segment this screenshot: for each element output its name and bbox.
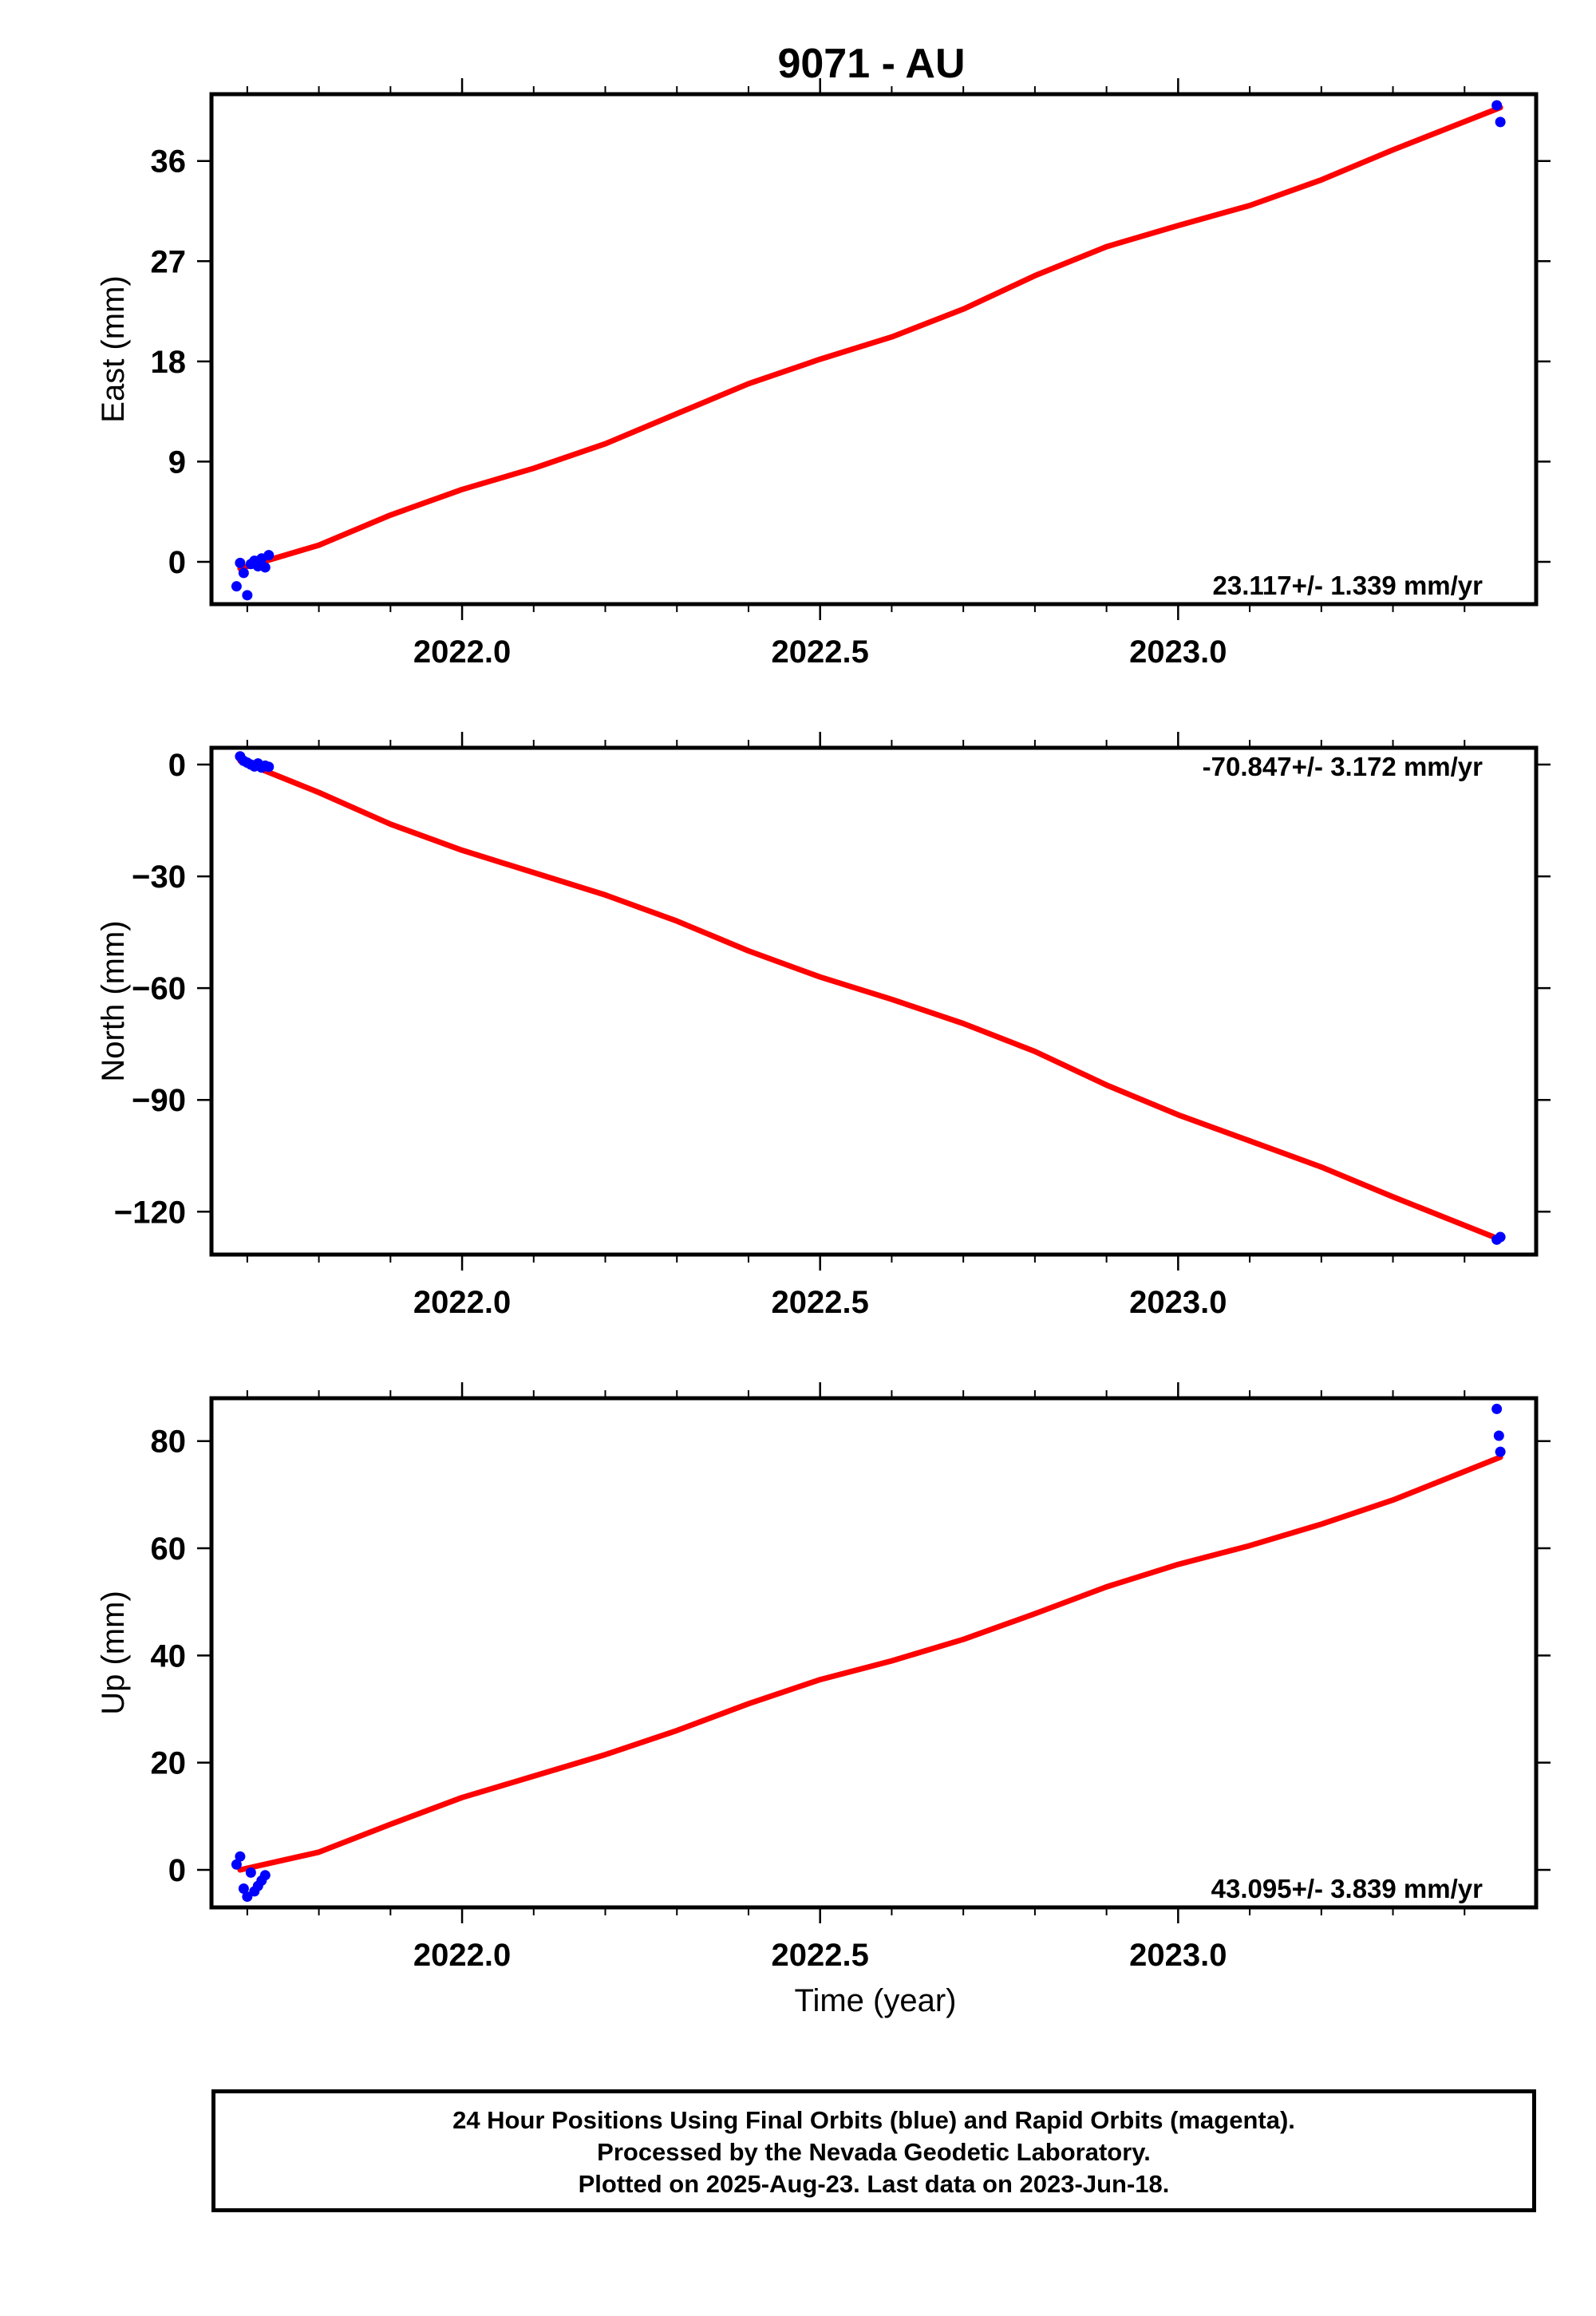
east-xtick-label: 2022.0 xyxy=(413,634,511,670)
north-xtick-label: 2022.0 xyxy=(413,1285,511,1320)
north-fit-line xyxy=(237,757,1503,1243)
up-xtick-label: 2023.0 xyxy=(1129,1938,1227,1973)
east-data-point xyxy=(259,562,271,573)
up-data-point xyxy=(238,1883,249,1894)
footer-line-1: 24 Hour Positions Using Final Orbits (bl… xyxy=(452,2106,1295,2134)
up-data-point xyxy=(1491,1403,1503,1414)
east-data-point xyxy=(263,550,275,561)
north-ylabel: North (mm) xyxy=(96,920,131,1081)
north-panel: 2022.0 2022.5 2023.0 0 −30 −60 −90 −120 North (m… xyxy=(96,732,1551,1320)
footer-line-3: Plotted on 2025-Aug-23. Last data on 202… xyxy=(578,2170,1170,2198)
east-data-point xyxy=(235,557,246,568)
up-data-point xyxy=(235,1851,246,1862)
north-ytick-label: −90 xyxy=(132,1083,186,1118)
north-ytick-label: −60 xyxy=(132,971,186,1006)
east-ytick-label: 0 xyxy=(168,545,186,580)
up-ytick-label: 60 xyxy=(151,1531,187,1567)
up-data-point xyxy=(231,1859,242,1870)
north-velocity-annotation: -70.847+/- 3.172 mm/yr xyxy=(1203,752,1483,781)
up-ylabel: Up (mm) xyxy=(96,1591,131,1715)
up-panel: 2022.0 2022.5 2023.0 0 20 40 60 80 Up (mm) Time (… xyxy=(96,1382,1551,2018)
up-xtick-label: 2022.0 xyxy=(413,1938,511,1973)
east-velocity-annotation: 23.117+/- 1.339 mm/yr xyxy=(1212,571,1483,600)
east-ylabel: East (mm) xyxy=(96,275,131,422)
east-data-point xyxy=(1491,100,1503,111)
east-data-point xyxy=(1495,117,1506,128)
north-plot-frame xyxy=(209,745,1539,1257)
east-ytick-label: 9 xyxy=(168,445,186,480)
north-xtick-label: 2022.5 xyxy=(772,1285,869,1320)
up-xlabel: Time (year) xyxy=(795,1983,957,2018)
north-ytick-label: −30 xyxy=(132,860,186,895)
north-ytick-label: −120 xyxy=(114,1195,186,1230)
north-xtick-label: 2023.0 xyxy=(1129,1285,1227,1320)
up-data-point xyxy=(242,1891,253,1903)
up-data-point xyxy=(245,1867,256,1878)
east-data-point xyxy=(238,567,249,579)
east-fit-line xyxy=(237,105,1503,571)
north-data-point xyxy=(263,761,275,773)
up-xtick-label: 2022.5 xyxy=(772,1938,869,1973)
up-fit-line xyxy=(237,1454,1503,1873)
up-data-point xyxy=(1493,1430,1504,1441)
north-data-point xyxy=(1495,1231,1506,1243)
up-ytick-label: 40 xyxy=(151,1638,187,1674)
up-ytick-label: 20 xyxy=(151,1746,187,1781)
east-panel: 2022.0 2022.5 2023.0 0 9 18 27 36 East (mm) 23.11… xyxy=(96,78,1551,670)
up-ytick-label: 0 xyxy=(168,1853,186,1888)
panels: 2022.0 2022.5 2023.0 0 9 18 27 36 East (mm) 23.11… xyxy=(96,78,1551,2018)
up-data-point xyxy=(259,1870,271,1881)
up-ytick-label: 80 xyxy=(151,1425,187,1460)
east-xtick-label: 2022.5 xyxy=(772,634,869,670)
footer-line-2: Processed by the Nevada Geodetic Laborat… xyxy=(597,2138,1151,2166)
east-ytick-label: 36 xyxy=(151,144,187,180)
east-data-point xyxy=(231,581,242,592)
east-data-point xyxy=(242,590,253,601)
up-velocity-annotation: 43.095+/- 3.839 mm/yr xyxy=(1211,1874,1483,1903)
up-data-point xyxy=(1495,1446,1506,1457)
up-plot-frame xyxy=(209,1396,1539,1910)
chart-title: 9071 - AU xyxy=(777,41,965,87)
east-xtick-label: 2023.0 xyxy=(1129,634,1227,670)
east-ytick-label: 18 xyxy=(151,345,187,380)
footer-legend-box: 24 Hour Positions Using Final Orbits (bl… xyxy=(211,2089,1536,2212)
east-ytick-label: 27 xyxy=(151,244,187,279)
east-plot-frame xyxy=(209,92,1539,607)
north-ytick-label: 0 xyxy=(168,748,186,783)
